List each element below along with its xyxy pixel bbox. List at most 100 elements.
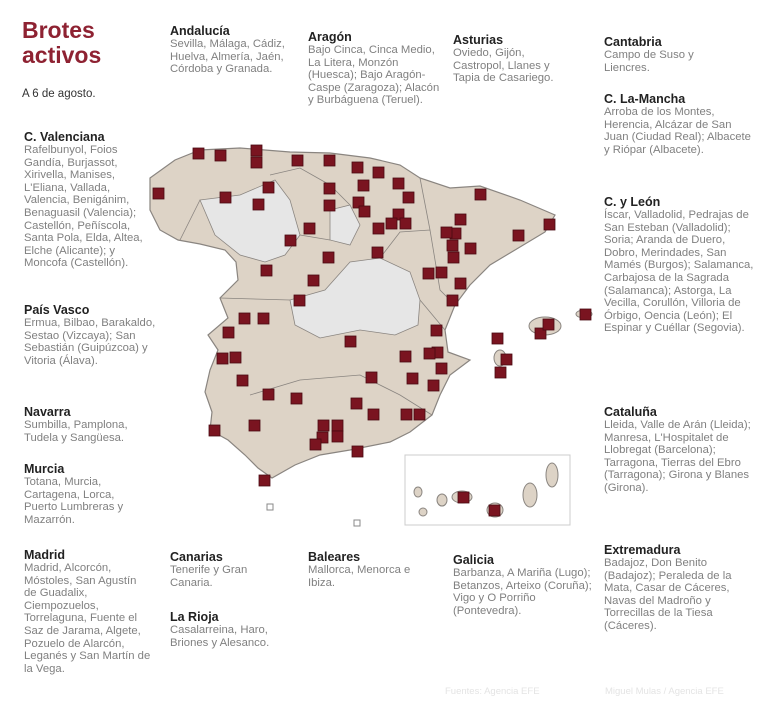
- region-andalucia: Andalucía Sevilla, Málaga, Cádiz, Huelva,…: [170, 24, 310, 76]
- region-places: Ermua, Bilbao, Barakaldo, Sestao (Vizcay…: [24, 317, 156, 367]
- outbreak-marker-icon: [214, 149, 227, 162]
- outbreak-marker-icon: [488, 504, 501, 517]
- region-pais-vasco: País Vasco Ermua, Bilbao, Barakaldo, Sest…: [24, 303, 156, 367]
- outbreak-marker-icon: [494, 366, 507, 379]
- region-galicia: Galicia Barbanza, A Mariña (Lugo); Betanz…: [453, 553, 593, 617]
- outbreak-marker-icon: [392, 177, 405, 190]
- region-name: C. La-Mancha: [604, 92, 686, 106]
- region-places: Sumbilla, Pamplona, Tudela y Sangüesa.: [24, 419, 128, 444]
- region-places: Badajoz, Don Benito (Badajoz); Peraleda …: [604, 557, 732, 632]
- outbreak-marker-icon: [307, 274, 320, 287]
- region-name: Aragón: [308, 30, 352, 44]
- region-aragon: Aragón Bajo Cinca, Cinca Medio, La Litera…: [308, 30, 443, 107]
- outbreak-marker-icon: [358, 205, 371, 218]
- outbreak-marker-icon: [350, 397, 363, 410]
- region-name: La Rioja: [170, 610, 219, 624]
- outbreak-marker-icon: [258, 474, 271, 487]
- region-la-rioja: La Rioja Casalarreina, Haro, Briones y Al…: [170, 610, 288, 649]
- region-name: Asturias: [453, 33, 504, 47]
- outbreak-marker-icon: [236, 374, 249, 387]
- outbreak-marker-icon: [357, 179, 370, 192]
- region-places: Barbanza, A Mariña (Lugo); Betanzos, Art…: [453, 567, 592, 617]
- region-places: Rafelbunyol, Foios Gandía, Burjassot, Xi…: [24, 144, 143, 270]
- outbreak-marker-icon: [392, 208, 405, 221]
- melilla-marker: [353, 519, 361, 527]
- outbreak-marker-icon: [303, 222, 316, 235]
- outbreak-marker-icon: [284, 234, 297, 247]
- region-canarias: Canarias Tenerife y Gran Canaria.: [170, 550, 280, 589]
- page-title: Brotes activos: [22, 17, 102, 68]
- outbreak-marker-icon: [457, 491, 470, 504]
- region-name: Madrid: [24, 548, 65, 562]
- outbreak-marker-icon: [260, 264, 273, 277]
- region-name: Cantabria: [604, 35, 662, 49]
- canarias-inset-frame: [404, 454, 571, 526]
- author-credit: Miguel Mulas / Agencia EFE: [605, 686, 724, 697]
- outbreak-marker-icon: [372, 166, 385, 179]
- outbreak-marker-icon: [192, 147, 205, 160]
- outbreak-marker-icon: [317, 419, 330, 432]
- outbreak-marker-icon: [534, 327, 547, 340]
- outbreak-marker-icon: [543, 218, 556, 231]
- region-name: Murcia: [24, 462, 65, 476]
- outbreak-marker-icon: [491, 332, 504, 345]
- region-name: Extremadura: [604, 543, 681, 557]
- outbreak-marker-icon: [400, 408, 413, 421]
- region-places: Arroba de los Montes, Herencia, Alcázar …: [604, 106, 751, 156]
- outbreak-marker-icon: [352, 196, 365, 209]
- outbreak-marker-icon: [331, 430, 344, 443]
- outbreak-marker-icon: [262, 388, 275, 401]
- outbreak-marker-icon: [385, 217, 398, 230]
- region-name: C. Valenciana: [24, 130, 105, 144]
- source-credit: Fuentes: Agencia EFE: [445, 686, 540, 697]
- region-places: Íscar, Valladolid, Pedrajas de San Esteb…: [604, 209, 754, 335]
- region-baleares: Baleares Mallorca, Menorca e Ibiza.: [308, 550, 418, 589]
- region-name: Cataluña: [604, 405, 657, 419]
- region-name: Andalucía: [170, 24, 230, 38]
- outbreak-marker-icon: [579, 308, 592, 321]
- outbreak-marker-icon: [402, 191, 415, 204]
- outbreak-marker-icon: [309, 438, 322, 451]
- outbreak-marker-icon: [464, 242, 477, 255]
- region-extremadura: Extremadura Badajoz, Don Benito (Badajoz)…: [604, 543, 754, 633]
- region-name: Navarra: [24, 405, 71, 419]
- outbreak-marker-icon: [229, 351, 242, 364]
- region-name: C. y León: [604, 195, 661, 209]
- region-border: [179, 167, 456, 416]
- outbreak-marker-icon: [316, 431, 329, 444]
- outbreak-marker-icon: [262, 181, 275, 194]
- region-name: Canarias: [170, 550, 223, 564]
- north-light-region: [329, 204, 361, 246]
- outbreak-marker-icon: [447, 251, 460, 264]
- region-places: Oviedo, Gijón, Castropol, Llanes y Tapia…: [453, 47, 554, 85]
- outbreak-marker-icon: [248, 419, 261, 432]
- region-places: Lleida, Valle de Arán (Lleida); Manresa,…: [604, 419, 751, 494]
- outbreak-marker-icon: [365, 371, 378, 384]
- region-places: Totana, Murcia, Cartagena, Lorca, Puerto…: [24, 476, 124, 526]
- outbreak-marker-icon: [257, 312, 270, 325]
- outbreak-marker-icon: [500, 353, 513, 366]
- outbreak-marker-icon: [351, 161, 364, 174]
- region-places: Madrid, Alcorcón, Móstoles, San Agustín …: [24, 562, 151, 675]
- region-murcia: Murcia Totana, Murcia, Cartagena, Lorca, …: [24, 462, 134, 526]
- outbreak-marker-icon: [542, 318, 555, 331]
- outbreak-marker-icon: [344, 335, 357, 348]
- outbreak-marker-icon: [512, 229, 525, 242]
- outbreak-marker-icon: [399, 350, 412, 363]
- outbreak-marker-icon: [152, 187, 165, 200]
- outbreak-marker-icon: [367, 408, 380, 421]
- region-places: Campo de Suso y Liencres.: [604, 49, 694, 74]
- region-places: Casalarreina, Haro, Briones y Alesanco.: [170, 624, 270, 649]
- outbreak-marker-icon: [435, 362, 448, 375]
- region-name: Galicia: [453, 553, 494, 567]
- region-places: Bajo Cinca, Cinca Medio, La Litera, Monz…: [308, 44, 440, 107]
- outbreak-marker-icon: [430, 324, 443, 337]
- outbreak-marker-icon: [331, 419, 344, 432]
- date-label: A 6 de agosto.: [22, 88, 96, 100]
- region-asturias: Asturias Oviedo, Gijón, Castropol, Llanes…: [453, 33, 571, 85]
- outbreak-marker-icon: [427, 379, 440, 392]
- outbreak-marker-icon: [413, 408, 426, 421]
- outbreak-marker-icon: [208, 424, 221, 437]
- outbreak-marker-icon: [323, 199, 336, 212]
